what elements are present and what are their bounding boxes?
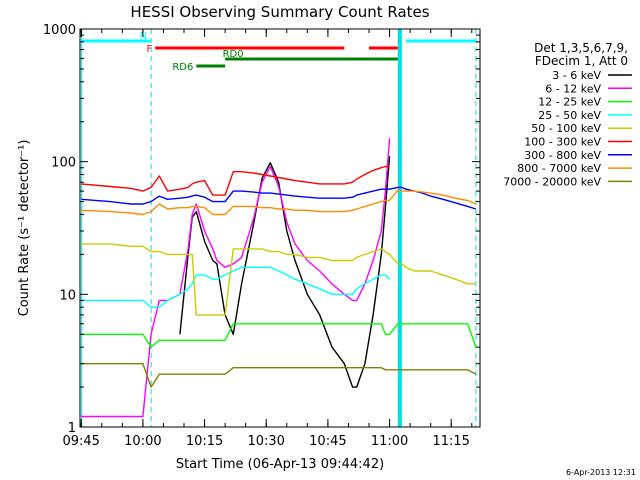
legend: Det 1,3,5,6,7,9,FDecim 1, Att 03 - 6 keV… [503,41,632,188]
series-layer [81,138,477,418]
legend-label-7: 800 - 7000 keV [517,162,601,175]
x-tick-label-3: 10:30 [247,434,284,449]
series-line-0 [179,156,391,388]
flag-label-5: RD6 [172,62,193,73]
flag-label-4: RD0 [223,49,244,60]
x-tick-label-4: 10:45 [309,434,346,449]
timestamp: 6-Apr-2013 12:31 [566,468,636,477]
legend-header-0: Det 1,3,5,6,7,9, [534,41,628,55]
series-line-8 [81,363,477,388]
series-line-5 [81,165,390,196]
legend-label-8: 7000 - 20000 keV [503,175,601,188]
series-line-4 [81,243,476,316]
legend-label-1: 6 - 12 keV [545,82,601,95]
legend-label-4: 50 - 100 keV [531,122,601,135]
plot-frame [79,28,481,428]
series-line-2 [81,323,477,348]
series-line-1 [81,138,391,418]
attenuator-band-1 [397,29,402,427]
y-tick-label-0: 1 [68,421,76,436]
y-tick-label-2: 100 [51,156,76,171]
legend-label-0: 3 - 6 keV [552,69,601,82]
legend-header-1: FDecim 1, Att 0 [535,54,628,68]
axis-layer: 09:45 10:00 10:15 10:30 10:45 11:00 11:15 1 10 10… [43,23,480,449]
flag-label-2: F [146,44,152,55]
attenuator-band-0 [81,29,83,427]
legend-label-5: 100 - 300 keV [524,136,601,149]
y-tick-label-1: 10 [59,288,76,303]
attenuator-shading-layer [81,29,477,427]
x-tick-label-5: 11:00 [371,434,408,449]
y-axis-label: Count Rate (s⁻¹ detector⁻¹) [17,140,32,317]
x-tick-label-1: 10:00 [124,434,161,449]
series-line-6 [81,186,477,210]
legend-label-2: 12 - 25 keV [538,96,601,109]
x-axis-label: Start Time (06-Apr-13 09:44:42) [176,457,384,472]
x-tick-label-2: 10:15 [186,434,223,449]
series-line-3 [81,266,391,308]
series-line-7 [81,189,477,216]
legend-label-3: 25 - 50 keV [538,109,601,122]
x-tick-label-0: 09:45 [62,434,99,449]
y-tick-label-3: 1000 [43,23,76,38]
chart-title: HESSI Observing Summary Count Rates [130,3,429,21]
flag-bar-layer: NFRD0RD6 [81,31,476,73]
x-tick-label-6: 11:15 [432,434,469,449]
legend-label-6: 300 - 800 keV [524,149,601,162]
